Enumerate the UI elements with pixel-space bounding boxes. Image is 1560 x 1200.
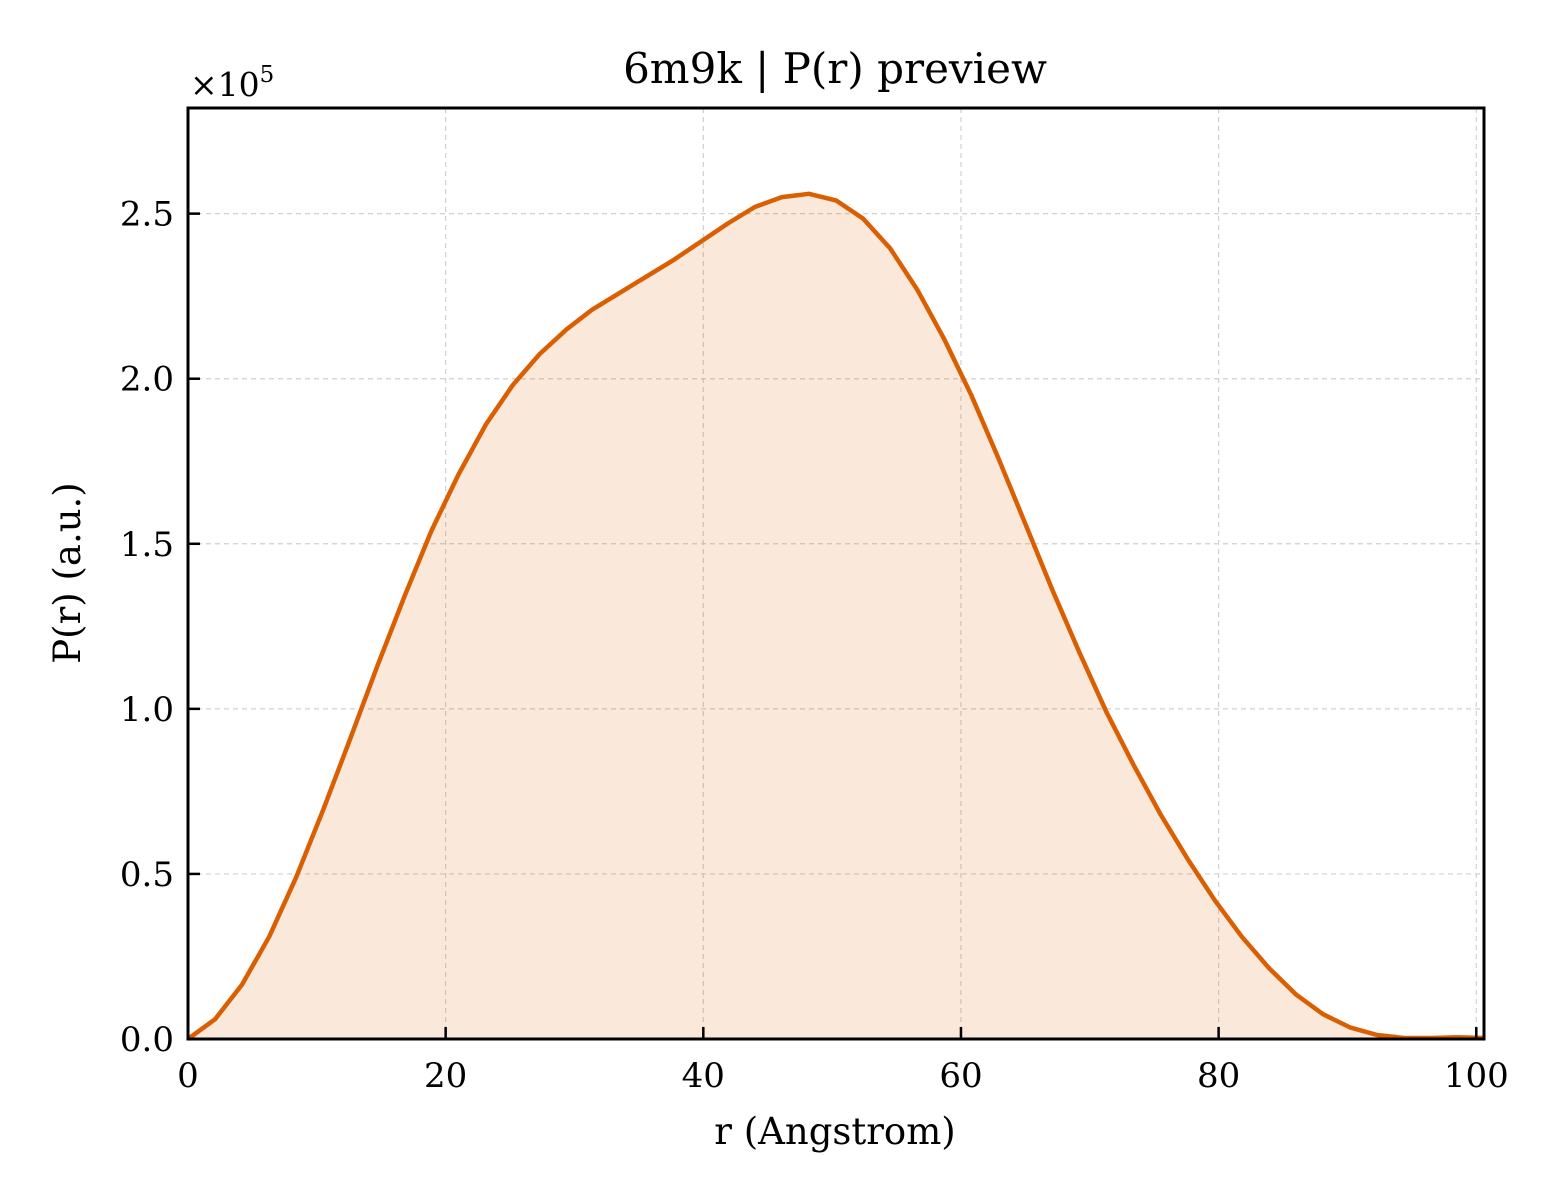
plot-frame xyxy=(186,106,1486,1041)
x-tick-label: 0 xyxy=(177,1056,199,1096)
y-ticks: 0.0 0.5 1.0 1.5 2.0 2.5 xyxy=(120,195,200,1060)
y-tick-label: 2.5 xyxy=(120,195,174,235)
y-axis-label: P(r) (a.u.) xyxy=(46,482,89,664)
y-multiplier-base: ×10 xyxy=(190,65,260,104)
x-tick-label: 20 xyxy=(424,1056,467,1096)
x-tick-label: 40 xyxy=(682,1056,725,1096)
y-tick-label: 1.5 xyxy=(120,525,174,565)
y-tick-label: 1.0 xyxy=(120,690,174,730)
x-axis-label: r (Angstrom) xyxy=(714,1110,955,1153)
chart-title: 6m9k | P(r) preview xyxy=(623,44,1047,93)
x-tick-label: 80 xyxy=(1197,1056,1240,1096)
series-line xyxy=(186,191,1485,1041)
y-tick-label: 2.0 xyxy=(120,360,174,400)
x-tick-label: 100 xyxy=(1444,1056,1509,1096)
y-tick-label: 0.5 xyxy=(120,855,174,895)
grid-lines xyxy=(188,108,1484,1039)
y-multiplier-exponent: 5 xyxy=(260,62,275,88)
y-multiplier: ×105 xyxy=(190,62,274,104)
x-tick-label: 60 xyxy=(939,1056,982,1096)
area-fill xyxy=(188,193,1484,1040)
x-ticks: 0 20 40 60 80 100 xyxy=(177,1027,1509,1096)
y-tick-label: 0.0 xyxy=(120,1020,174,1060)
